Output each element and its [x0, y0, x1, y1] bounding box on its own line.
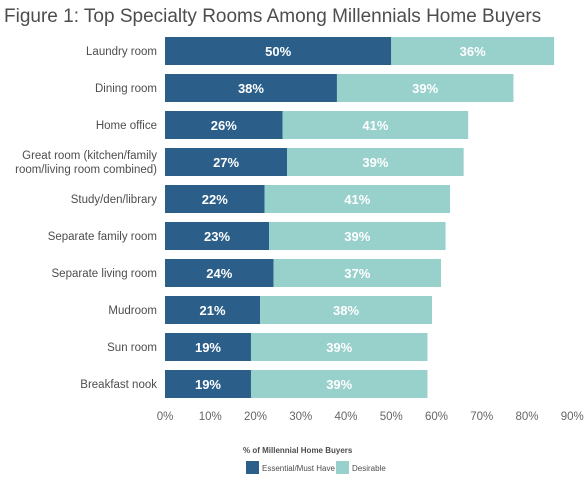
x-tick-label: 80%: [515, 411, 538, 423]
bar-desirable: [250, 370, 428, 398]
data-label: 19%: [195, 340, 221, 355]
data-label: 41%: [344, 192, 370, 207]
data-label: 27%: [213, 155, 239, 170]
chart-title: Figure 1: Top Specialty Rooms Among Mill…: [4, 6, 541, 27]
category-label: Mudroom: [108, 305, 157, 317]
bar-desirable: [336, 74, 514, 102]
bar-essential: [165, 222, 270, 250]
x-tick-label: 90%: [561, 411, 584, 423]
bar-essential: [165, 370, 251, 398]
x-tick-label: 10%: [199, 411, 222, 423]
data-label: 24%: [206, 266, 232, 281]
data-label: 36%: [460, 44, 486, 59]
bar-essential: [165, 37, 392, 65]
bar-desirable: [287, 148, 464, 176]
bars: 50% 36% 38% 39% 26% 41% 27% 39% 22% 41% 23% 39% 24% 3…: [165, 37, 555, 398]
bar-desirable: [273, 259, 442, 287]
category-label: Dining room: [95, 83, 157, 95]
bar-essential: [165, 296, 261, 324]
legend: % of Millennial Home Buyers Essential/Mu…: [243, 446, 386, 474]
legend-swatch: [336, 461, 349, 474]
legend-swatch: [246, 461, 259, 474]
bar-essential: [165, 259, 274, 287]
category-labels: Laundry room Dining room Home office Great …: [15, 46, 157, 391]
legend-label: Essential/Must Have: [262, 464, 335, 473]
x-tick-label: 0%: [157, 411, 174, 423]
data-label: 39%: [412, 81, 438, 96]
bar-desirable: [391, 37, 555, 65]
data-label: 41%: [362, 118, 388, 133]
bar-essential: [165, 148, 288, 176]
x-tick-label: 40%: [334, 411, 357, 423]
bar-essential: [165, 333, 251, 361]
x-tick-label: 70%: [470, 411, 493, 423]
data-label: 19%: [195, 377, 221, 392]
category-label: Home office: [96, 120, 157, 132]
data-label: 23%: [204, 229, 230, 244]
x-tick-label: 20%: [244, 411, 267, 423]
data-label: 50%: [265, 44, 291, 59]
data-label: 38%: [238, 81, 264, 96]
bar-desirable: [250, 333, 428, 361]
data-label: 39%: [362, 155, 388, 170]
x-axis: 0% 10% 20% 30% 40% 50% 60% 70% 80% 90%: [157, 411, 584, 423]
data-label: 38%: [333, 303, 359, 318]
data-label: 39%: [326, 340, 352, 355]
bar-desirable: [269, 222, 446, 250]
data-label: 39%: [344, 229, 370, 244]
bar-essential: [165, 185, 265, 213]
x-tick-label: 50%: [380, 411, 403, 423]
data-label: 26%: [211, 118, 237, 133]
category-label: Great room (kitchen/family room/living ro…: [15, 150, 157, 176]
data-label: 21%: [199, 303, 225, 318]
bar-desirable: [282, 111, 469, 139]
data-label: 37%: [344, 266, 370, 281]
bar-essential: [165, 111, 283, 139]
bar-desirable: [264, 185, 451, 213]
legend-title: % of Millennial Home Buyers: [243, 446, 353, 455]
bar-essential: [165, 74, 337, 102]
category-label: Breakfast nook: [80, 379, 157, 391]
bar-desirable: [260, 296, 432, 324]
data-label: 39%: [326, 377, 352, 392]
x-tick-label: 30%: [289, 411, 312, 423]
category-label: Sun room: [107, 342, 157, 354]
legend-label: Desirable: [352, 464, 386, 473]
data-label: 22%: [202, 192, 228, 207]
category-label: Separate family room: [48, 231, 157, 243]
category-label: Study/den/library: [71, 194, 158, 206]
category-label: Separate living room: [52, 268, 157, 280]
category-label: Laundry room: [86, 46, 157, 58]
x-tick-label: 60%: [425, 411, 448, 423]
